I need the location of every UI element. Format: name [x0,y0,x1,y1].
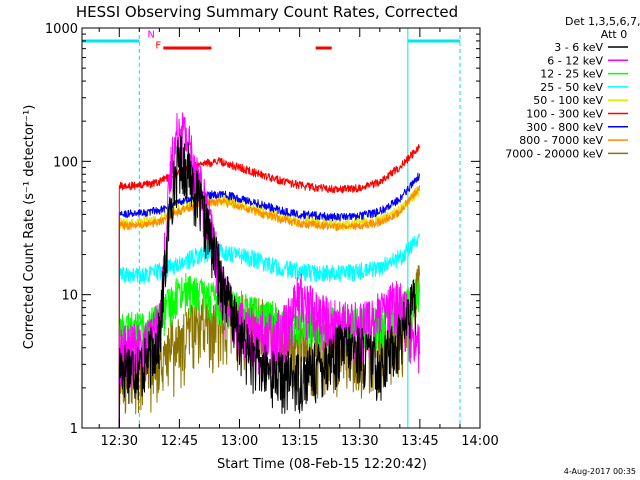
legend-label-2: 12 - 25 keV [540,68,603,81]
series-line-0 [118,135,416,428]
y-tick-label-2: 100 [53,155,78,170]
y-tick-label-0: 1 [70,422,78,437]
x-tick-label-4: 13:30 [341,434,378,449]
plot-area: NF 1 10 100 1000 12:30 12:45 13:00 13:15 13:30 13:… [45,22,499,449]
legend-label-8: 7000 - 20000 keV [505,147,603,160]
x-tick-label-2: 13:00 [221,434,258,449]
legend-header-line-2: Att 0 [601,28,627,41]
legend-header-line-1: Det 1,3,5,6,7,9, [565,15,640,28]
y-axis-label: Corrected Count Rate (s⁻¹ detector⁻¹) [22,105,37,350]
legend-label-4: 50 - 100 keV [533,94,603,107]
axis-frame [81,27,481,429]
series-line-3 [118,233,420,428]
series-line-1 [118,112,420,428]
x-axis-label: Start Time (08-Feb-15 12:20:42) [217,457,427,472]
x-tick-label-6: 14:00 [461,434,498,449]
legend-label-6: 300 - 800 keV [526,121,603,134]
chart-title: HESSI Observing Summary Count Rates, Cor… [76,3,458,21]
x-tick-label-0: 12:30 [101,434,138,449]
legend-label-7: 800 - 7000 keV [519,134,603,147]
x-tick-label-5: 13:45 [401,434,438,449]
series-line-6 [118,172,420,428]
y-tick-label-3: 1000 [45,22,78,37]
legend-label-5: 100 - 300 keV [526,108,603,121]
annotation-n: N [147,29,154,40]
timestamp: 4-Aug-2017 00:35 [564,467,636,476]
x-tick-label-1: 12:45 [161,434,198,449]
x-tick-label-3: 13:15 [281,434,318,449]
legend-label-0: 3 - 6 keV [554,41,603,54]
legend-label-1: 6 - 12 keV [547,54,603,67]
legend-label-3: 25 - 50 keV [540,81,603,94]
y-tick-label-1: 10 [61,289,78,304]
annotation-f: F [155,41,161,52]
